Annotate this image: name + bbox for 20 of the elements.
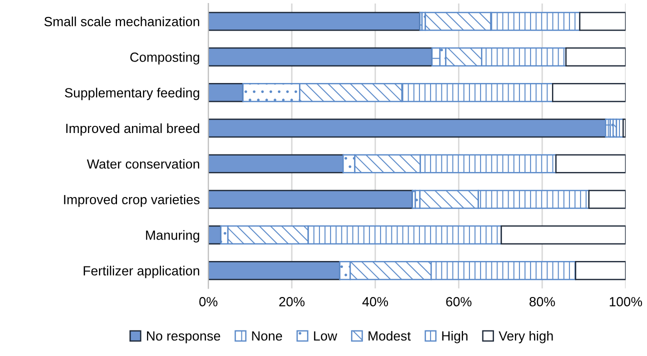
x-tick-label: 100% bbox=[610, 297, 642, 306]
x-tick-label: 0% bbox=[199, 297, 218, 306]
x-tick-label: 60% bbox=[446, 297, 472, 306]
y-tick-label: Water conservation bbox=[86, 158, 200, 169]
y-tick-label: Fertilizer application bbox=[84, 266, 200, 278]
legend-label: High bbox=[442, 330, 468, 344]
y-tick-label: Manuring bbox=[146, 230, 200, 242]
legend-label: Modest bbox=[368, 330, 411, 341]
legend-label: No response bbox=[147, 331, 220, 344]
x-tick-label: 40% bbox=[362, 297, 388, 306]
y-tick-label: Supplementary feeding bbox=[64, 88, 200, 100]
y-tick-label: Small scale mechanization bbox=[44, 16, 200, 26]
y-tick-label: Composting bbox=[130, 52, 200, 64]
legend-label: None bbox=[252, 331, 282, 341]
y-tick-label: Improved animal breed bbox=[66, 123, 200, 136]
y-tick-label: Improved crop varieties bbox=[64, 194, 200, 207]
legend-label: Low bbox=[314, 331, 338, 341]
x-tick-label: 80% bbox=[530, 297, 555, 306]
legend-label: Very high bbox=[498, 330, 553, 344]
x-tick-label: 20% bbox=[279, 297, 305, 306]
